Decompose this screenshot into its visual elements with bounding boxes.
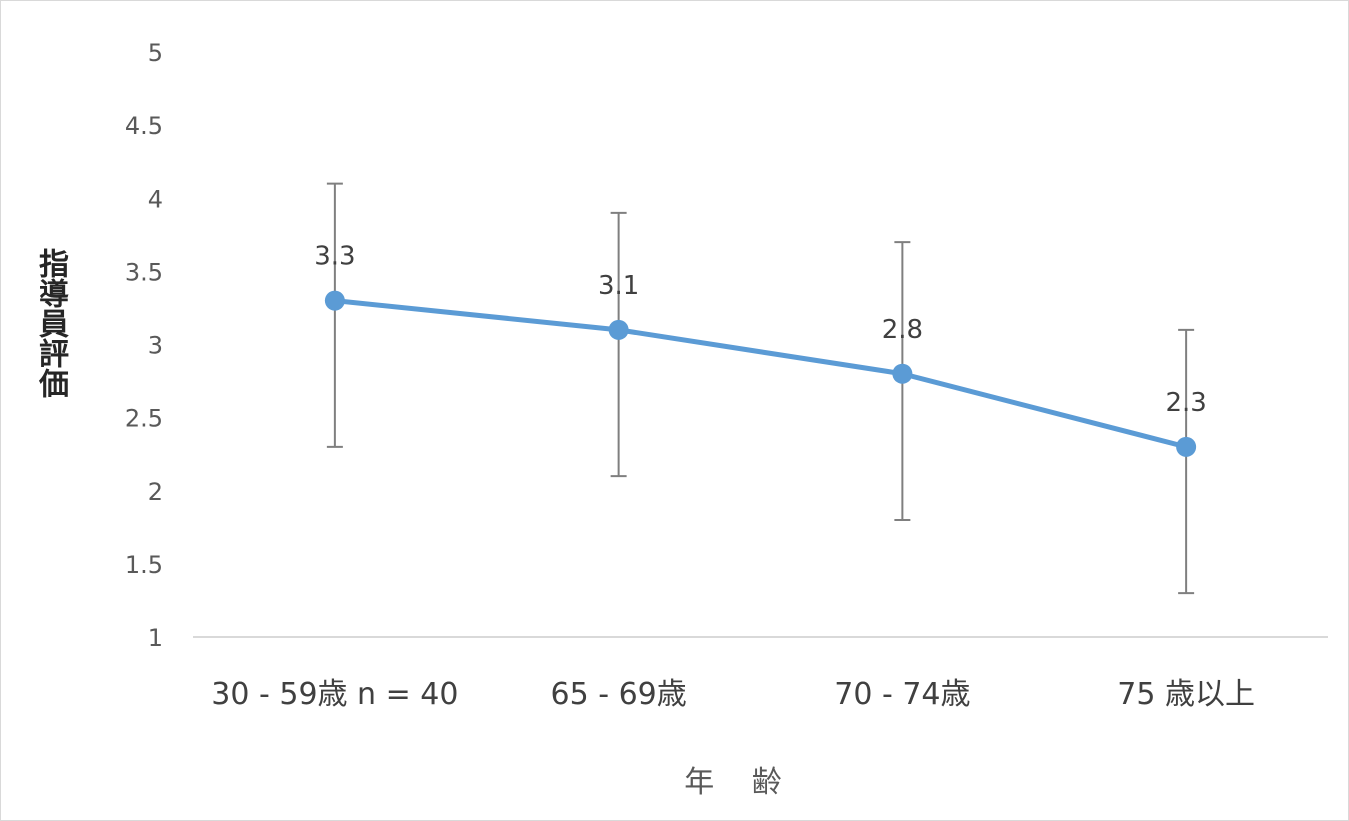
y-axis-title: 指導員評価: [33, 248, 68, 398]
x-tick-label: 30 - 59歳 n = 40: [211, 677, 458, 712]
error-bar: [326, 182, 343, 448]
y-tick-label: 3.5: [125, 258, 163, 286]
data-labels: 3.3 3.1 2.8 2.3: [314, 242, 1207, 418]
x-axis-ticks: 30 - 59歳 n = 40 65 - 69歳 70 - 74歳 75 歳以上: [211, 677, 1255, 712]
y-tick-label: 2: [148, 478, 163, 506]
y-tick-label: 4.5: [125, 112, 163, 140]
x-tick-label: 75 歳以上: [1117, 677, 1255, 712]
error-bar: [1178, 328, 1195, 595]
data-point: [1176, 436, 1197, 457]
x-axis-title: 年 齢: [684, 765, 796, 800]
error-bars: [326, 182, 1195, 595]
data-point: [608, 319, 629, 340]
y-axis-ticks: 1 1.5 2 2.5 3 3.5 4 4.5 5: [125, 39, 163, 652]
data-label: 2.3: [1165, 388, 1206, 418]
y-tick-label: 5: [148, 39, 163, 67]
data-points: [324, 290, 1197, 457]
data-label: 3.3: [314, 242, 355, 272]
y-tick-label: 1: [148, 624, 163, 652]
y-tick-label: 2.5: [125, 405, 163, 433]
y-tick-label: 4: [148, 185, 163, 213]
y-tick-label: 3: [148, 332, 163, 360]
y-tick-label: 1.5: [125, 551, 163, 579]
data-label: 3.1: [598, 271, 639, 301]
error-bar: [610, 211, 627, 478]
x-tick-label: 65 - 69歳: [551, 677, 687, 712]
series-line: [334, 298, 1187, 450]
x-tick-label: 70 - 74歳: [834, 677, 970, 712]
data-label: 2.8: [882, 315, 923, 345]
data-point: [892, 363, 913, 384]
data-point: [324, 290, 345, 311]
